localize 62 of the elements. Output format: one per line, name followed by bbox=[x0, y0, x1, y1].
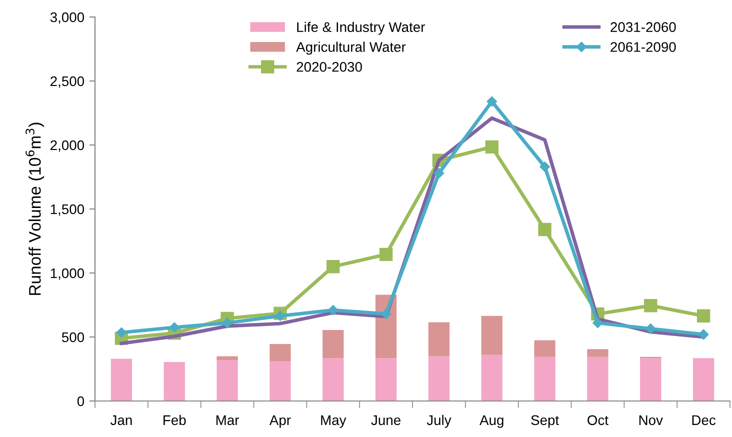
point bbox=[326, 260, 340, 274]
y-axis-title: Runoff Volume (10$^{6}$m$^{3}$) bbox=[26, 122, 44, 295]
y-tick-label: 500 bbox=[62, 332, 84, 342]
point bbox=[116, 327, 127, 338]
y-tick-label: 3,000 bbox=[50, 12, 84, 24]
point bbox=[696, 309, 710, 322]
x-tick-label: Nov bbox=[639, 415, 663, 426]
legend-label: 2020-2030 bbox=[296, 62, 362, 72]
bar bbox=[692, 358, 714, 401]
y-tick-label: 1,000 bbox=[50, 268, 84, 280]
bar bbox=[375, 358, 397, 401]
point bbox=[222, 318, 232, 328]
bar bbox=[110, 358, 132, 401]
x-tick-label: July bbox=[426, 414, 452, 428]
x-tick-label: Jan bbox=[110, 415, 132, 426]
bar bbox=[481, 354, 502, 401]
y-tick-label: 1,500 bbox=[50, 204, 84, 216]
bar bbox=[164, 362, 185, 401]
point bbox=[275, 310, 286, 321]
point bbox=[698, 329, 709, 340]
bar bbox=[534, 340, 556, 357]
bar bbox=[270, 361, 291, 401]
legend-label: Life & Industry Water bbox=[297, 22, 425, 35]
bar bbox=[640, 358, 662, 401]
x-tick-label: Apr bbox=[269, 415, 291, 428]
x-tick-label: Feb bbox=[164, 414, 186, 426]
bar bbox=[216, 356, 238, 360]
bar bbox=[587, 356, 608, 401]
point bbox=[434, 168, 444, 178]
point bbox=[485, 140, 498, 154]
x-tick-label: May bbox=[321, 415, 346, 428]
point bbox=[486, 96, 497, 107]
point bbox=[328, 305, 338, 316]
bar bbox=[428, 322, 450, 356]
y-tick-label: 0 bbox=[77, 396, 84, 406]
x-tick-label: Aug bbox=[480, 415, 504, 428]
point bbox=[380, 308, 392, 320]
legend-label: 2031-2060 bbox=[610, 22, 676, 32]
bar bbox=[322, 330, 344, 358]
x-tick-label: Sept bbox=[531, 415, 559, 428]
bar bbox=[534, 356, 556, 401]
x-tick-label: June bbox=[371, 415, 400, 426]
bar bbox=[428, 356, 450, 401]
bar bbox=[587, 349, 608, 357]
x-tick-label: Oct bbox=[588, 415, 608, 426]
point bbox=[592, 318, 603, 328]
legend-label: Agricultural Water bbox=[296, 42, 406, 55]
x-tick-label: Dec bbox=[692, 415, 716, 426]
y-tick-label: 2,000 bbox=[50, 140, 84, 152]
bar bbox=[481, 316, 502, 355]
point bbox=[644, 299, 658, 312]
y-tick-label: 2,500 bbox=[50, 76, 84, 88]
point bbox=[646, 324, 656, 334]
point bbox=[540, 162, 550, 172]
legend-label: 2061-2090 bbox=[610, 42, 676, 52]
bar bbox=[322, 358, 344, 401]
point bbox=[169, 322, 180, 333]
point bbox=[379, 248, 393, 262]
x-tick-label: Mar bbox=[216, 415, 240, 426]
bar bbox=[270, 344, 291, 362]
point bbox=[538, 222, 552, 236]
bar bbox=[216, 360, 238, 401]
